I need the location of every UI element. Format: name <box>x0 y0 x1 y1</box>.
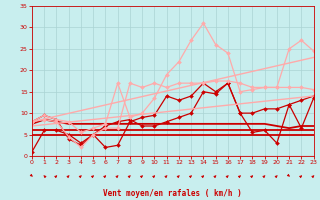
Text: Vent moyen/en rafales ( km/h ): Vent moyen/en rafales ( km/h ) <box>103 189 242 198</box>
